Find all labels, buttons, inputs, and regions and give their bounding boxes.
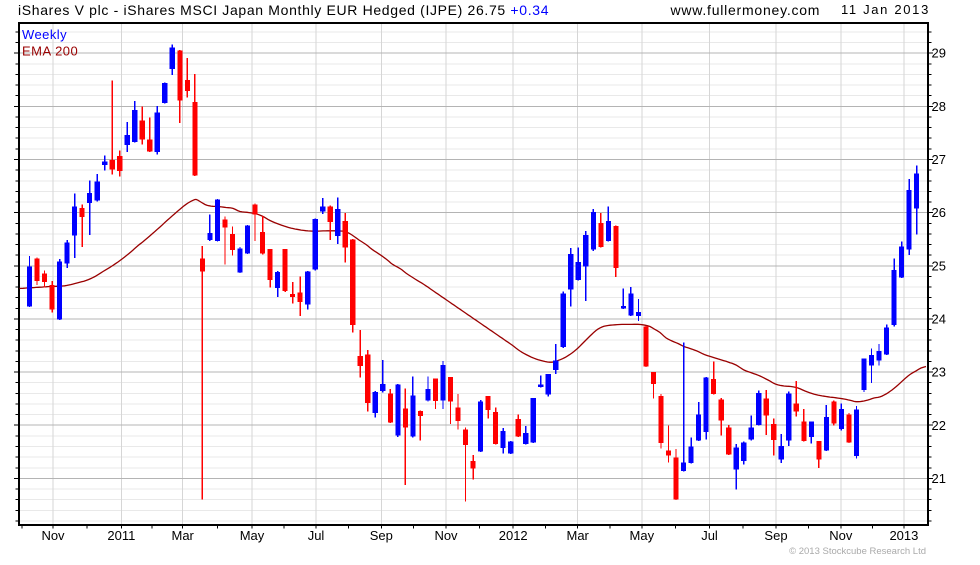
svg-text:Jul: Jul [308, 528, 325, 543]
svg-text:Mar: Mar [567, 528, 590, 543]
svg-text:Nov: Nov [41, 528, 65, 543]
svg-text:27: 27 [932, 152, 946, 167]
svg-text:Weekly: Weekly [22, 27, 67, 42]
svg-text:25: 25 [932, 258, 946, 273]
svg-text:www.fullermoney.com: www.fullermoney.com [670, 2, 821, 18]
svg-text:Mar: Mar [172, 528, 195, 543]
svg-text:29: 29 [932, 46, 946, 61]
svg-text:iShares V plc - iShares MSCI J: iShares V plc - iShares MSCI Japan Month… [18, 2, 549, 18]
svg-text:24: 24 [932, 311, 946, 326]
svg-text:2012: 2012 [499, 528, 528, 543]
svg-text:Sep: Sep [370, 528, 393, 543]
svg-text:Nov: Nov [434, 528, 458, 543]
svg-text:2013: 2013 [889, 528, 918, 543]
svg-text:11 Jan 2013: 11 Jan 2013 [841, 2, 930, 17]
svg-text:28: 28 [932, 99, 946, 114]
svg-text:© 2013 Stockcube Research Ltd: © 2013 Stockcube Research Ltd [789, 546, 926, 557]
svg-text:2011: 2011 [107, 528, 135, 543]
svg-text:23: 23 [932, 365, 946, 380]
svg-text:May: May [630, 528, 655, 543]
svg-text:Nov: Nov [829, 528, 853, 543]
svg-text:Jul: Jul [701, 528, 718, 543]
svg-text:22: 22 [932, 418, 946, 433]
svg-text:21: 21 [932, 471, 946, 486]
svg-text:May: May [240, 528, 265, 543]
svg-text:Sep: Sep [764, 528, 787, 543]
svg-text:EMA 200: EMA 200 [22, 44, 78, 59]
svg-text:26: 26 [932, 205, 946, 220]
